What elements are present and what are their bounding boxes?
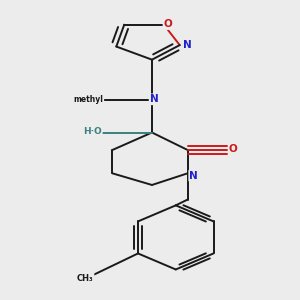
Text: O: O: [164, 19, 172, 29]
Text: methyl: methyl: [74, 95, 104, 104]
Text: CH₃: CH₃: [77, 274, 94, 283]
Text: N: N: [183, 40, 192, 50]
Text: N: N: [189, 171, 198, 181]
Text: O: O: [229, 143, 238, 154]
Text: N: N: [150, 94, 158, 104]
Text: H·O: H·O: [83, 128, 102, 136]
